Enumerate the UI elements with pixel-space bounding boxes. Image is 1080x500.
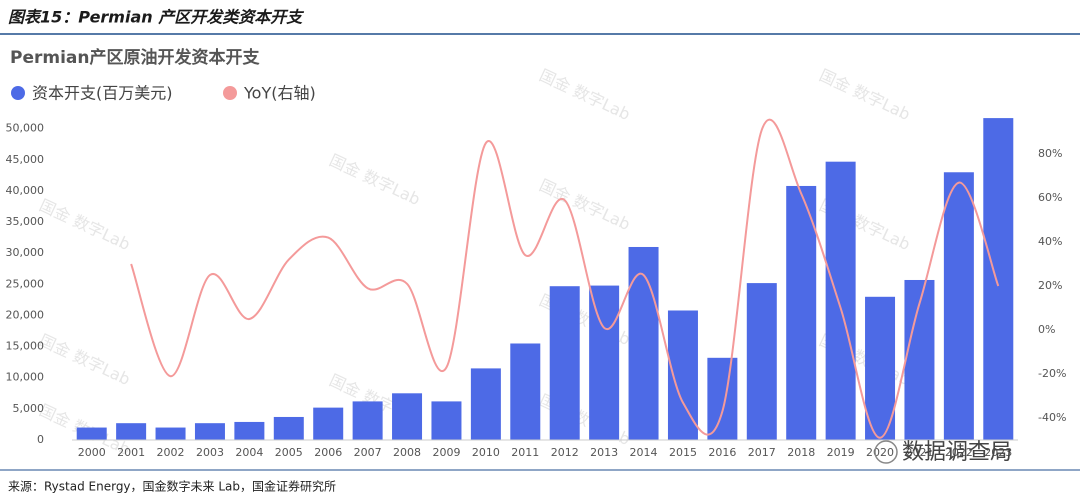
bar (76, 427, 107, 440)
y2-tick-label: 20% (1038, 279, 1062, 292)
watermark: 国金 数字Lab (816, 65, 913, 124)
logo-text: 数据调查局 (902, 440, 1012, 465)
y-tick-label: 45,000 (6, 153, 45, 166)
y2-tick-label: -40% (1038, 411, 1066, 424)
bar (194, 423, 225, 440)
x-tick-label: 2021 (905, 446, 933, 459)
bar (589, 285, 620, 440)
x-tick-label: 2007 (354, 446, 382, 459)
x-tick-label: 2008 (393, 446, 421, 459)
x-tick-label: 2022 (945, 446, 973, 459)
y-tick-label: 5,000 (13, 402, 45, 415)
plot: 0 5,000 10,000 15,000 20,000 25,000 30,000 35,0… (6, 118, 1066, 459)
x-tick-label: 2010 (472, 446, 500, 459)
watermark: 国金 数字Lab (536, 175, 633, 234)
watermark: 国金 数字Lab (36, 330, 133, 389)
x-tick-label: 2018 (787, 446, 815, 459)
watermark: 国金 数字Lab (36, 195, 133, 254)
x-tick-label: 2017 (748, 446, 776, 459)
x-tick-label: 2000 (78, 446, 106, 459)
x-tick-label: 2019 (827, 446, 855, 459)
bar (983, 118, 1014, 441)
x-tick-label: 2016 (708, 446, 736, 459)
bar (943, 172, 974, 440)
chart-title: Permian产区原油开发资本开支 (10, 47, 260, 68)
legend: 资本开支(百万美元) YoY(右轴) (11, 84, 316, 103)
bar (352, 401, 383, 440)
x-tick-label: 2009 (432, 446, 460, 459)
y2-tick-label: 80% (1038, 147, 1062, 160)
bar (392, 393, 423, 440)
bar (273, 416, 304, 440)
y-tick-label: 15,000 (6, 340, 45, 353)
watermark: 国金 数字Lab (326, 150, 423, 209)
y-tick-label: 35,000 (6, 215, 45, 228)
x-tick-label: 2013 (590, 446, 618, 459)
x-tick-label: 2023 (984, 446, 1012, 459)
yoy-line (130, 118, 1000, 439)
bar (431, 401, 462, 440)
bar (470, 368, 501, 440)
bar (155, 427, 186, 440)
x-tick-label: 2004 (235, 446, 263, 459)
bar (313, 407, 344, 440)
figure-title: 图表15：Permian 产区开发类资本开支 (8, 8, 304, 27)
watermark: 国金 数字Lab (536, 65, 633, 124)
x-tick-label: 2001 (117, 446, 145, 459)
x-tick-label: 2015 (669, 446, 697, 459)
y2-tick-label: 60% (1038, 191, 1062, 204)
legend-label: 资本开支(百万美元) (32, 84, 173, 103)
x-tick-label: 2003 (196, 446, 224, 459)
y2-tick-label: 40% (1038, 235, 1062, 248)
x-tick-label: 2002 (157, 446, 185, 459)
x-tick-label: 2012 (551, 446, 579, 459)
legend-label: YoY(右轴) (243, 84, 316, 103)
legend-marker (11, 86, 25, 100)
y-tick-label: 40,000 (6, 184, 45, 197)
logo-icon (874, 440, 898, 464)
y-tick-label: 25,000 (6, 277, 45, 290)
x-tick-label: 2014 (630, 446, 658, 459)
x-tick-label: 2011 (511, 446, 539, 459)
y-tick-label: 20,000 (6, 308, 45, 321)
bar (234, 421, 265, 440)
y-tick-label: 30,000 (6, 246, 45, 259)
source: 来源：Rystad Energy，国金数字未来 Lab，国金证券研究所 (8, 479, 336, 494)
y-tick-label: 0 (37, 433, 44, 446)
bar (786, 185, 817, 440)
y2-tick-label: 0% (1038, 323, 1055, 336)
x-tick-label: 2006 (314, 446, 342, 459)
x-tick-label: 2020 (866, 446, 894, 459)
bar (707, 357, 738, 440)
x-tick-label: 2005 (275, 446, 303, 459)
y-tick-label: 10,000 (6, 371, 45, 384)
bar (746, 283, 777, 440)
legend-marker (223, 86, 237, 100)
bar (825, 161, 856, 440)
bar (510, 343, 541, 440)
bar (549, 286, 580, 440)
bar (865, 296, 896, 440)
y-tick-label: 50,000 (6, 122, 45, 135)
y2-tick-label: -20% (1038, 367, 1066, 380)
bar (116, 423, 147, 440)
